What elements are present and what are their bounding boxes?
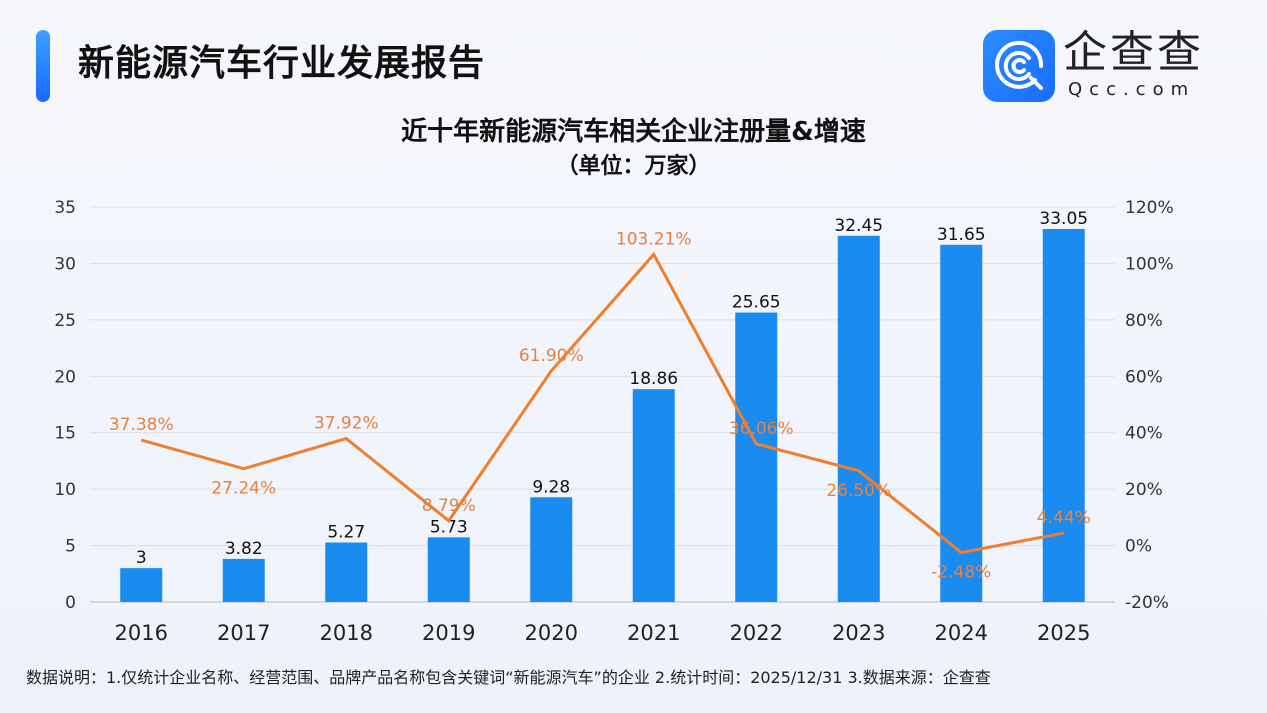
qcc-logo-icon xyxy=(983,30,1055,102)
growth-label: 27.24% xyxy=(211,479,276,499)
x-tick: 2019 xyxy=(422,621,475,645)
y-right-tick: 60% xyxy=(1125,367,1163,387)
bar-label: 25.65 xyxy=(732,293,781,313)
footnote: 数据说明：1.仅统计企业名称、经营范围、品牌产品名称包含关键词“新能源汽车”的企… xyxy=(26,668,991,687)
y-right-tick: 20% xyxy=(1125,480,1163,500)
x-tick: 2022 xyxy=(730,621,783,645)
bar xyxy=(1042,229,1085,602)
growth-label: 61.90% xyxy=(519,346,584,366)
bar xyxy=(735,312,778,602)
bar xyxy=(530,497,573,602)
growth-label: 37.92% xyxy=(314,414,379,434)
bar-label: 31.65 xyxy=(937,225,986,245)
bar-label: 9.28 xyxy=(532,477,570,497)
y-right-tick: 120% xyxy=(1125,198,1174,218)
bar-label: 32.45 xyxy=(834,216,883,236)
y-left-tick: 0 xyxy=(65,593,76,613)
y-right-tick: 40% xyxy=(1125,424,1163,444)
bar-label: 3 xyxy=(136,548,147,568)
growth-label: 37.38% xyxy=(109,415,174,435)
y-right-tick: 0% xyxy=(1125,537,1152,557)
page-title: 新能源汽车行业发展报告 xyxy=(78,43,486,84)
bar xyxy=(222,558,265,602)
growth-label: 36.06% xyxy=(729,419,794,439)
y-right-tick: 80% xyxy=(1125,311,1163,331)
y-left-tick: 35 xyxy=(54,198,76,218)
growth-label: 8.79% xyxy=(422,496,476,516)
bar xyxy=(120,568,163,602)
y-right-tick: -20% xyxy=(1125,593,1169,613)
bar-label: 5.73 xyxy=(430,517,468,537)
bar xyxy=(427,537,470,602)
x-tick: 2023 xyxy=(832,621,885,645)
bar xyxy=(325,542,368,602)
growth-line xyxy=(140,251,1065,555)
x-tick: 2024 xyxy=(935,621,988,645)
y-left-tick: 5 xyxy=(65,537,76,557)
x-tick: 2020 xyxy=(525,621,578,645)
bar-label: 33.05 xyxy=(1039,209,1088,229)
growth-label: 4.44% xyxy=(1037,508,1091,528)
x-tick: 2018 xyxy=(320,621,373,645)
brand-name: 企查查 xyxy=(1063,27,1204,78)
chart-subtitle: （单位：万家） xyxy=(556,154,711,179)
x-tick: 2025 xyxy=(1037,621,1090,645)
y-left-tick: 10 xyxy=(54,480,76,500)
y-left-tick: 25 xyxy=(54,311,76,331)
growth-label: 26.50% xyxy=(826,481,891,501)
y-left-tick: 30 xyxy=(54,254,76,274)
bar-label: 5.27 xyxy=(327,523,365,543)
bar xyxy=(837,235,880,602)
title-accent-bar xyxy=(36,30,50,102)
growth-label: -2.48% xyxy=(931,563,991,583)
bar-label: 3.82 xyxy=(225,539,263,559)
y-right-tick: 100% xyxy=(1125,254,1174,274)
y-left-tick: 20 xyxy=(54,367,76,387)
brand-domain: Qcc.com xyxy=(1068,79,1196,100)
bar-label: 18.86 xyxy=(629,369,678,389)
chart-title: 近十年新能源汽车相关企业注册量&增速 xyxy=(401,117,866,147)
growth-label: 103.21% xyxy=(616,229,692,249)
x-tick: 2021 xyxy=(627,621,680,645)
x-tick: 2016 xyxy=(115,621,168,645)
y-left-tick: 15 xyxy=(54,424,76,444)
bar xyxy=(632,389,675,602)
x-tick: 2017 xyxy=(217,621,270,645)
